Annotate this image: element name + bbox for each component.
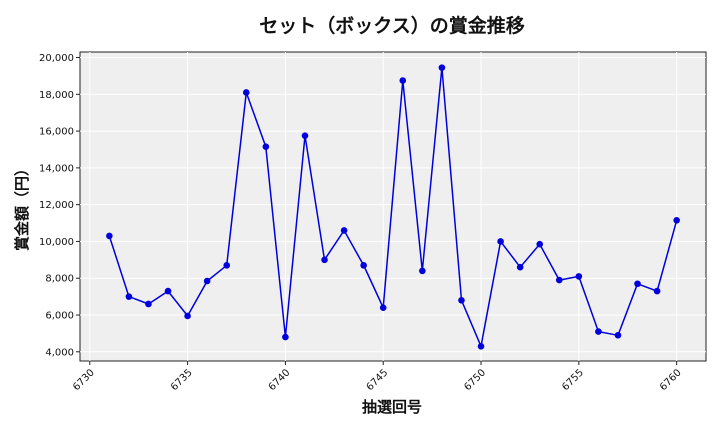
data-point (321, 256, 328, 264)
x-tick-label: 6760 (658, 367, 684, 393)
y-axis-ticks: 4,000 6,000 8,000 10,000 12,000 14,000 16,000 1… (39, 53, 80, 358)
y-tick-label: 12,000 (39, 200, 74, 211)
series-group (106, 64, 680, 350)
x-tick-label: 6735 (169, 367, 195, 393)
data-point (301, 132, 309, 139)
plot-area (79, 51, 707, 362)
data-point (164, 287, 172, 295)
x-tick-label: 6745 (365, 367, 391, 393)
data-point (419, 267, 426, 275)
x-axis-ticks: 6730 6735 6740 6745 6750 6755 6760 (71, 361, 684, 393)
data-point (379, 304, 387, 311)
y-tick-label: 14,000 (39, 163, 74, 174)
data-point (145, 300, 152, 308)
y-tick-label: 18,000 (39, 90, 74, 101)
x-tick-label: 6755 (560, 367, 586, 393)
grid-lines (80, 52, 706, 361)
y-tick-label: 10,000 (39, 237, 74, 248)
data-point (125, 293, 133, 300)
data-point (223, 262, 231, 269)
y-tick-label: 6,000 (45, 311, 74, 322)
data-point (634, 280, 641, 288)
x-tick-label: 6750 (462, 367, 488, 393)
data-point (575, 273, 583, 280)
data-point (203, 277, 211, 285)
data-point (516, 263, 524, 271)
data-point (282, 333, 289, 341)
data-point (106, 232, 113, 240)
data-point (595, 328, 602, 335)
data-point (614, 331, 622, 339)
chart-title: セット（ボックス）の賞金推移 (259, 14, 524, 37)
data-point (673, 216, 680, 224)
data-point (242, 89, 250, 96)
y-tick-label: 20,000 (39, 53, 74, 64)
data-point (653, 287, 661, 295)
x-tick-label: 6730 (71, 367, 97, 393)
data-point (497, 238, 504, 245)
data-point (477, 342, 485, 350)
y-tick-label: 8,000 (45, 274, 74, 285)
data-point (399, 77, 407, 84)
data-point (340, 227, 348, 234)
x-tick-label: 6740 (267, 367, 293, 393)
y-axis-label: 賞金額（円） (13, 161, 31, 251)
y-tick-label: 16,000 (39, 127, 74, 138)
y-tick-label: 4,000 (45, 347, 74, 358)
data-point (360, 262, 367, 269)
data-point (536, 240, 544, 248)
series-line (108, 67, 678, 349)
data-point (555, 276, 563, 284)
data-point (458, 297, 465, 304)
data-point (438, 64, 446, 71)
data-point (184, 312, 191, 320)
data-point (262, 143, 270, 151)
x-axis-label: 抽選回号 (362, 398, 422, 416)
